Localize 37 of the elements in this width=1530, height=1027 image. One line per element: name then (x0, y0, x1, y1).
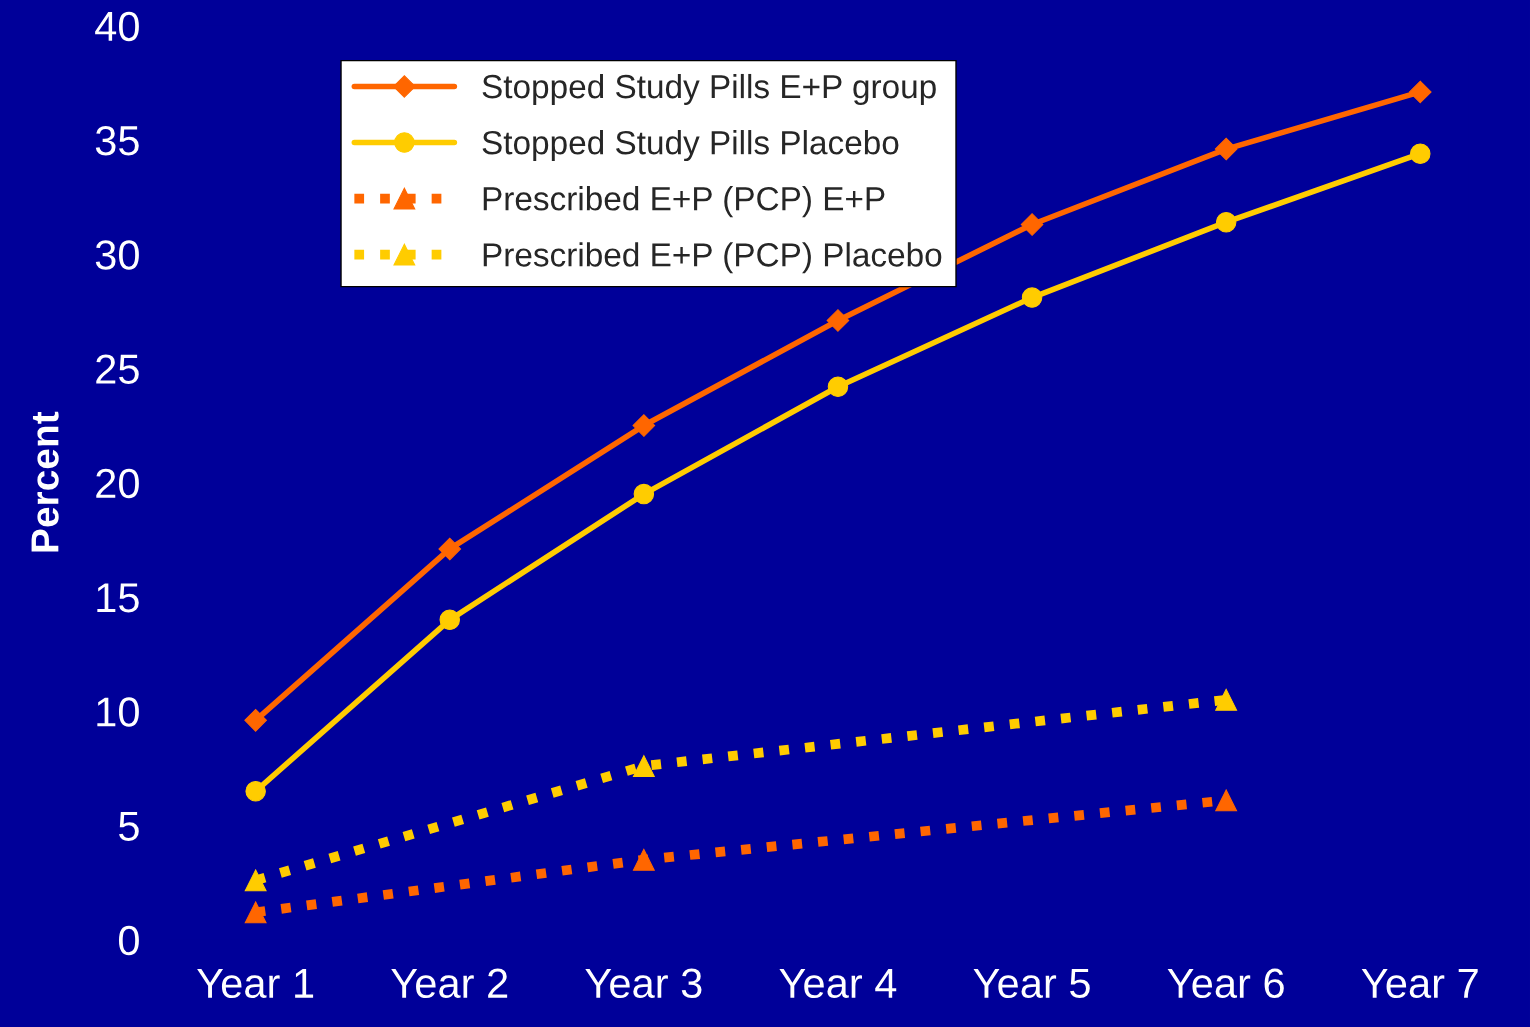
legend-label: Stopped Study Pills E+P group (482, 73, 936, 106)
y-axis-title: Percent (31, 411, 59, 552)
y-tick-label: 35 (95, 125, 139, 156)
y-tick-label: 5 (119, 811, 139, 841)
legend-label: Prescribed E+P (PCP) E+P (483, 186, 885, 218)
point (1410, 143, 1431, 164)
y-tick-label: 25 (96, 354, 139, 384)
point (1215, 211, 1237, 233)
y-tick-label: 40 (95, 11, 139, 42)
x-tick-label: Year 2 (391, 968, 508, 999)
y-tick-label: 20 (96, 468, 139, 499)
point (244, 709, 267, 732)
point (1408, 80, 1432, 104)
point (632, 414, 656, 437)
point (827, 376, 849, 397)
x-tick-label: Year 1 (197, 969, 314, 999)
point (439, 609, 460, 631)
x-tick-label: Year 7 (1361, 969, 1478, 999)
legend-label: Prescribed E+P (PCP) Placebo (483, 242, 942, 274)
x-tick-label: Year 6 (1167, 968, 1284, 999)
point (438, 537, 462, 561)
point (245, 780, 266, 802)
point (633, 483, 655, 505)
y-tick-label: 30 (95, 240, 139, 270)
point (244, 901, 267, 924)
y-tick-label: 10 (97, 697, 139, 727)
point (1020, 213, 1044, 236)
y-tick-label: 0 (118, 925, 139, 956)
x-tick-label: Year 4 (779, 969, 897, 999)
point (826, 309, 850, 332)
x-tick-label: Year 3 (585, 968, 702, 999)
point (1214, 137, 1238, 161)
x-tick-label: Year 5 (973, 969, 1090, 999)
y-tick-label: 15 (97, 583, 139, 613)
legend-label: Stopped Study Pills Placebo (482, 130, 899, 162)
point (244, 869, 267, 892)
point (1021, 287, 1043, 308)
